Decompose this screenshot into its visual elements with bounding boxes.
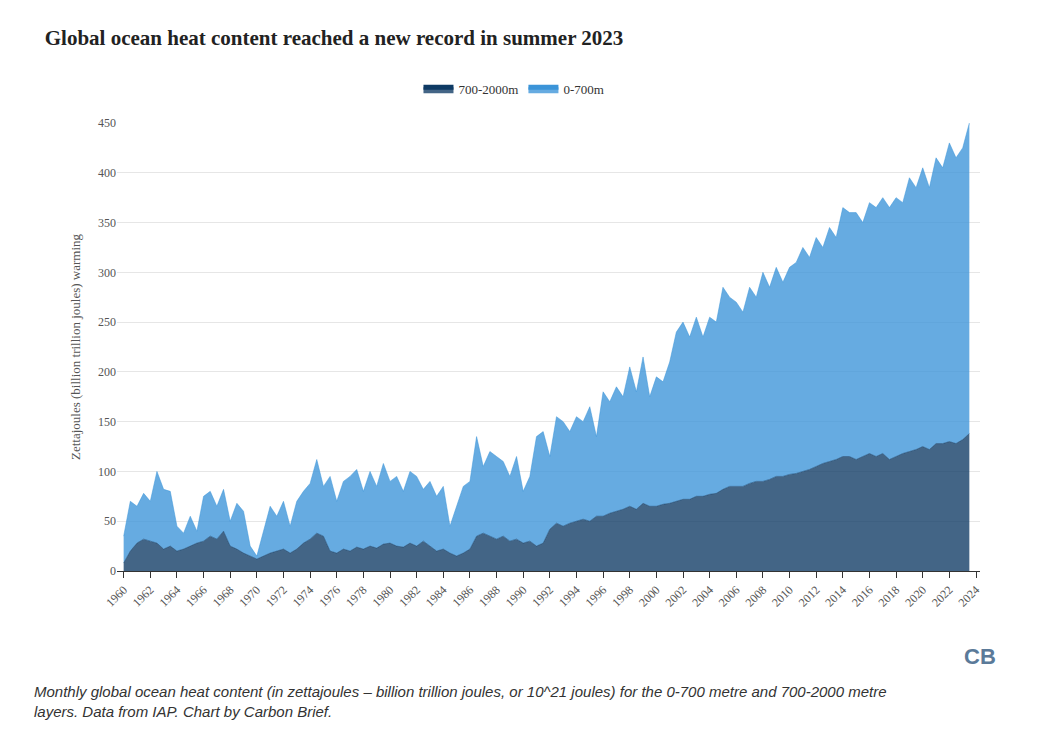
svg-text:1974: 1974 xyxy=(290,583,317,610)
svg-text:1982: 1982 xyxy=(396,583,423,610)
svg-text:300: 300 xyxy=(98,266,116,280)
svg-text:50: 50 xyxy=(104,514,116,528)
svg-text:2014: 2014 xyxy=(822,583,849,610)
svg-text:1964: 1964 xyxy=(156,583,183,610)
svg-text:250: 250 xyxy=(98,315,116,329)
svg-text:Global ocean heat content reac: Global ocean heat content reached a new … xyxy=(45,26,624,50)
svg-text:2020: 2020 xyxy=(902,583,929,610)
svg-text:1970: 1970 xyxy=(236,583,263,610)
svg-text:150: 150 xyxy=(98,415,116,429)
svg-text:2012: 2012 xyxy=(796,583,823,610)
svg-text:1966: 1966 xyxy=(183,583,210,610)
svg-text:1988: 1988 xyxy=(476,583,503,610)
svg-text:1996: 1996 xyxy=(583,583,610,610)
svg-text:400: 400 xyxy=(98,166,116,180)
svg-text:1994: 1994 xyxy=(556,583,583,610)
svg-text:100: 100 xyxy=(98,465,116,479)
svg-text:1992: 1992 xyxy=(529,583,556,610)
svg-text:1990: 1990 xyxy=(503,583,530,610)
svg-text:1962: 1962 xyxy=(130,583,157,610)
svg-text:2024: 2024 xyxy=(955,583,982,610)
svg-text:200: 200 xyxy=(98,365,116,379)
svg-text:2018: 2018 xyxy=(876,583,903,610)
svg-text:350: 350 xyxy=(98,216,116,230)
svg-text:1986: 1986 xyxy=(449,583,476,610)
svg-text:2006: 2006 xyxy=(716,583,743,610)
svg-text:1976: 1976 xyxy=(316,583,343,610)
svg-text:2002: 2002 xyxy=(663,583,690,610)
svg-text:0-700m: 0-700m xyxy=(563,82,603,97)
svg-text:0: 0 xyxy=(110,564,116,578)
svg-text:1960: 1960 xyxy=(103,583,130,610)
svg-text:Monthly global ocean heat cont: Monthly global ocean heat content (in ze… xyxy=(34,683,887,720)
svg-text:2004: 2004 xyxy=(689,583,716,610)
svg-text:2008: 2008 xyxy=(742,583,769,610)
svg-text:1998: 1998 xyxy=(609,583,636,610)
svg-text:700-2000m: 700-2000m xyxy=(458,82,518,97)
svg-text:450: 450 xyxy=(98,116,116,130)
svg-text:1978: 1978 xyxy=(343,583,370,610)
svg-text:2022: 2022 xyxy=(929,583,956,610)
svg-text:1980: 1980 xyxy=(370,583,397,610)
svg-text:2016: 2016 xyxy=(849,583,876,610)
svg-text:2010: 2010 xyxy=(769,583,796,610)
svg-text:1972: 1972 xyxy=(263,583,290,610)
svg-text:1968: 1968 xyxy=(210,583,237,610)
svg-text:CB: CB xyxy=(964,644,996,669)
svg-text:1984: 1984 xyxy=(423,583,450,610)
svg-text:2000: 2000 xyxy=(636,583,663,610)
svg-text:Zettajoules (billion trillion: Zettajoules (billion trillion joules) wa… xyxy=(68,233,83,460)
